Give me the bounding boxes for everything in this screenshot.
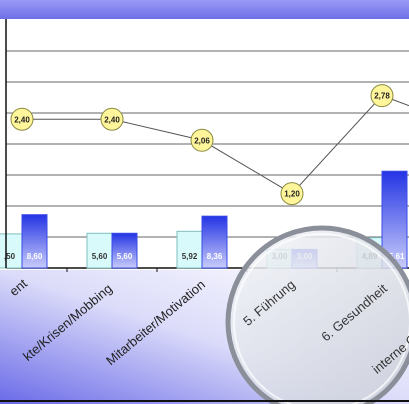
magnifier-rim	[233, 233, 409, 404]
bar	[21, 214, 48, 269]
value-label: 2,40	[104, 115, 120, 124]
bar	[111, 232, 138, 269]
value-label: 15,61	[384, 252, 405, 261]
bar	[0, 233, 23, 269]
value-label: ,50	[4, 252, 16, 261]
marker	[10, 107, 34, 131]
magnifier	[225, 225, 409, 404]
value-label: 5,60	[92, 252, 108, 261]
header-band	[0, 0, 409, 19]
value-label: 2,06	[194, 136, 210, 145]
bar	[176, 230, 203, 269]
value-label: 2,78	[374, 92, 390, 101]
value-label: 1,20	[284, 190, 300, 199]
marker	[100, 107, 124, 131]
marker	[190, 128, 214, 152]
marker	[280, 182, 304, 206]
bar	[201, 215, 228, 269]
value-label: 8,36	[207, 252, 223, 261]
value-label: 8,60	[27, 252, 43, 261]
value-label: 5,92	[182, 252, 198, 261]
value-label: 2,40	[14, 115, 30, 124]
value-label: 5,60	[117, 252, 133, 261]
bar	[86, 232, 113, 269]
marker	[370, 84, 394, 108]
